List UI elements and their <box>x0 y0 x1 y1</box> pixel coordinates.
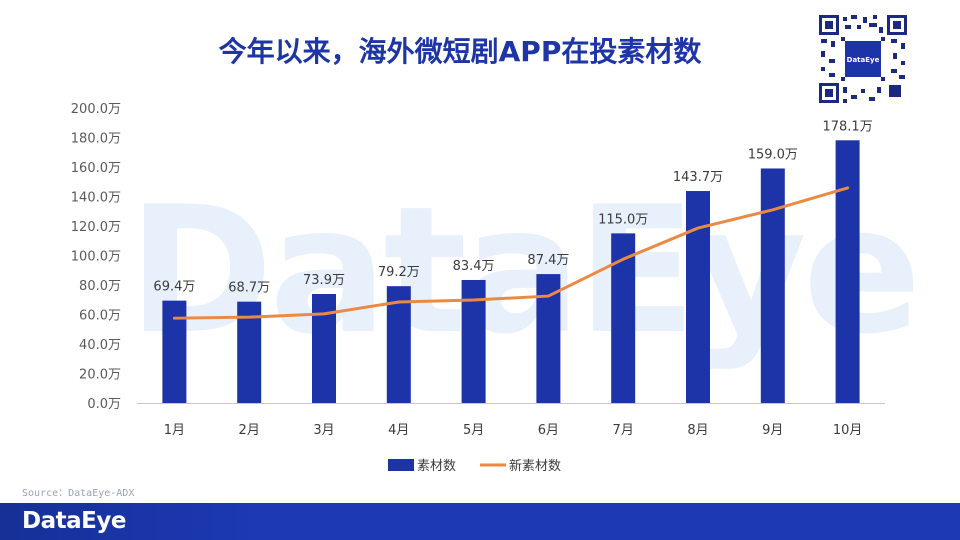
legend-label-bar: 素材数 <box>417 459 456 474</box>
x-tick-label: 7月 <box>613 423 634 438</box>
x-tick-label: 1月 <box>164 423 185 438</box>
bar-4 <box>386 286 411 403</box>
x-tick-label: 3月 <box>313 423 334 438</box>
y-tick-label: 180.0万 <box>71 132 121 147</box>
y-tick-label: 20.0万 <box>79 368 121 383</box>
y-tick-label: 40.0万 <box>79 338 121 353</box>
bar-data-label: 143.7万 <box>673 170 723 185</box>
x-tick-label: 9月 <box>762 423 783 438</box>
x-tick-label: 8月 <box>687 423 708 438</box>
legend-swatch-bar <box>388 459 414 471</box>
y-tick-label: 60.0万 <box>79 309 121 324</box>
footer-bar: DataEye <box>0 503 960 540</box>
qr-logo-text: DataEye <box>847 56 880 64</box>
y-tick-label: 0.0万 <box>87 397 121 412</box>
bar-9 <box>760 168 785 403</box>
qr-code: DataEye <box>817 13 909 105</box>
bar-3 <box>312 293 336 403</box>
bar-data-label: 159.0万 <box>748 147 798 162</box>
y-tick-label: 100.0万 <box>71 250 121 265</box>
y-tick-label: 160.0万 <box>71 161 121 176</box>
y-tick-label: 140.0万 <box>71 191 121 206</box>
bar-data-label: 68.7万 <box>228 281 270 296</box>
y-tick-label: 200.0万 <box>71 102 121 117</box>
bar-1 <box>162 300 187 403</box>
bar-data-label: 178.1万 <box>822 119 872 134</box>
bar-10 <box>835 140 860 404</box>
legend-label-line: 新素材数 <box>509 458 561 474</box>
x-tick-label: 2月 <box>239 423 260 438</box>
line-new-assets <box>172 186 850 320</box>
chart: 0.0万 20.0万 40.0万 60.0万 80.0万 100.0万 120.0万 140.… <box>71 102 885 474</box>
bar-8 <box>686 191 710 403</box>
y-tick-label: 80.0万 <box>79 279 121 294</box>
footer-shade <box>0 503 260 540</box>
x-tick-label: 4月 <box>388 423 409 438</box>
x-tick-label: 5月 <box>463 423 484 438</box>
footer-logo: DataEye <box>22 508 126 534</box>
bar-data-label: 69.4万 <box>153 280 195 295</box>
source-note: Source：DataEye-ADX <box>22 488 135 499</box>
x-tick-label: 6月 <box>538 423 559 438</box>
bar-data-label: 87.4万 <box>527 253 569 268</box>
page-title: 今年以来，海外微短剧APP在投素材数 <box>218 35 702 68</box>
bar-data-label: 79.2万 <box>378 265 420 280</box>
bar-data-label: 115.0万 <box>598 212 648 227</box>
bar-data-label: 83.4万 <box>453 259 495 274</box>
x-tick-label: 10月 <box>833 423 863 438</box>
bar-data-label: 73.9万 <box>303 273 345 288</box>
y-tick-label: 120.0万 <box>71 220 121 235</box>
